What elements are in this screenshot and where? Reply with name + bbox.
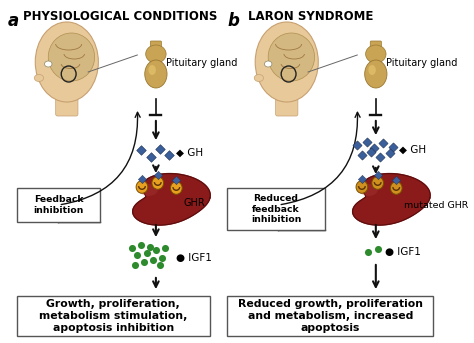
- Point: [377, 154, 384, 160]
- Circle shape: [136, 181, 148, 193]
- Ellipse shape: [145, 60, 167, 88]
- Circle shape: [356, 181, 368, 193]
- FancyBboxPatch shape: [150, 41, 162, 65]
- Point: [128, 245, 136, 251]
- Point: [134, 252, 141, 258]
- Text: a: a: [8, 12, 18, 30]
- Point: [389, 144, 396, 150]
- Text: GHR: GHR: [184, 198, 206, 208]
- Ellipse shape: [254, 74, 264, 82]
- Ellipse shape: [139, 184, 158, 196]
- FancyBboxPatch shape: [17, 188, 100, 222]
- Text: PHYSIOLOGICAL CONDITIONS: PHYSIOLOGICAL CONDITIONS: [23, 10, 218, 23]
- Text: Reduced
feedback
inhibition: Reduced feedback inhibition: [251, 194, 301, 224]
- Ellipse shape: [48, 33, 95, 81]
- Text: Pituitary gland: Pituitary gland: [386, 58, 457, 68]
- Circle shape: [391, 182, 402, 194]
- Point: [363, 139, 370, 145]
- Text: Reduced growth, proliferation
and metabolism, increased
apoptosis: Reduced growth, proliferation and metabo…: [238, 299, 423, 333]
- Point: [365, 249, 372, 255]
- Point: [354, 142, 361, 148]
- Ellipse shape: [34, 74, 44, 82]
- Ellipse shape: [45, 61, 52, 67]
- Text: Feedback
inhibition: Feedback inhibition: [33, 195, 83, 215]
- Point: [386, 150, 393, 156]
- Point: [159, 255, 166, 261]
- Ellipse shape: [368, 65, 376, 75]
- Point: [358, 176, 366, 182]
- FancyBboxPatch shape: [17, 296, 210, 336]
- Point: [165, 152, 173, 158]
- Point: [137, 147, 145, 153]
- FancyBboxPatch shape: [228, 188, 325, 230]
- Point: [374, 246, 382, 252]
- Point: [147, 154, 155, 160]
- Point: [161, 245, 169, 251]
- Text: Pituitary gland: Pituitary gland: [166, 58, 237, 68]
- Ellipse shape: [359, 184, 378, 196]
- Point: [156, 262, 164, 268]
- Point: [140, 259, 147, 265]
- Ellipse shape: [146, 45, 166, 63]
- Polygon shape: [133, 174, 210, 225]
- Text: ● IGF1: ● IGF1: [385, 247, 421, 257]
- Text: ◆ GH: ◆ GH: [399, 145, 426, 155]
- Point: [138, 176, 146, 182]
- Point: [152, 247, 160, 253]
- Point: [154, 172, 162, 178]
- Ellipse shape: [268, 33, 315, 81]
- Point: [173, 177, 180, 182]
- FancyBboxPatch shape: [370, 41, 382, 65]
- Point: [143, 250, 150, 256]
- Point: [156, 146, 164, 152]
- Ellipse shape: [35, 22, 99, 102]
- Circle shape: [152, 177, 164, 189]
- Point: [392, 177, 400, 182]
- Text: Growth, proliferation,
metabolism stimulation,
apoptosis inhibition: Growth, proliferation, metabolism stimul…: [39, 299, 187, 333]
- FancyBboxPatch shape: [275, 94, 298, 116]
- Ellipse shape: [148, 65, 156, 75]
- Ellipse shape: [365, 45, 386, 63]
- Polygon shape: [353, 174, 430, 225]
- Text: LARON SYNDROME: LARON SYNDROME: [248, 10, 373, 23]
- Point: [137, 242, 145, 248]
- Text: mutated GHR: mutated GHR: [404, 201, 468, 211]
- Ellipse shape: [365, 60, 387, 88]
- Ellipse shape: [264, 61, 272, 67]
- Text: ● IGF1: ● IGF1: [176, 253, 212, 263]
- Circle shape: [171, 182, 182, 194]
- Point: [131, 262, 138, 268]
- Circle shape: [372, 177, 383, 189]
- Point: [374, 172, 382, 178]
- Ellipse shape: [255, 22, 318, 102]
- Point: [380, 140, 387, 146]
- Point: [149, 257, 157, 263]
- FancyBboxPatch shape: [55, 94, 78, 116]
- Text: ◆ GH: ◆ GH: [176, 148, 203, 158]
- Point: [370, 145, 378, 151]
- Text: b: b: [228, 12, 239, 30]
- FancyBboxPatch shape: [228, 296, 433, 336]
- Point: [358, 152, 366, 158]
- Point: [146, 244, 154, 250]
- Point: [367, 149, 375, 155]
